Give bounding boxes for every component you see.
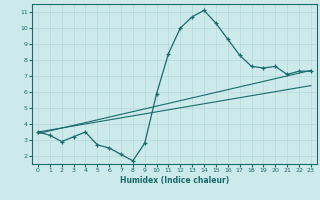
X-axis label: Humidex (Indice chaleur): Humidex (Indice chaleur) (120, 176, 229, 185)
